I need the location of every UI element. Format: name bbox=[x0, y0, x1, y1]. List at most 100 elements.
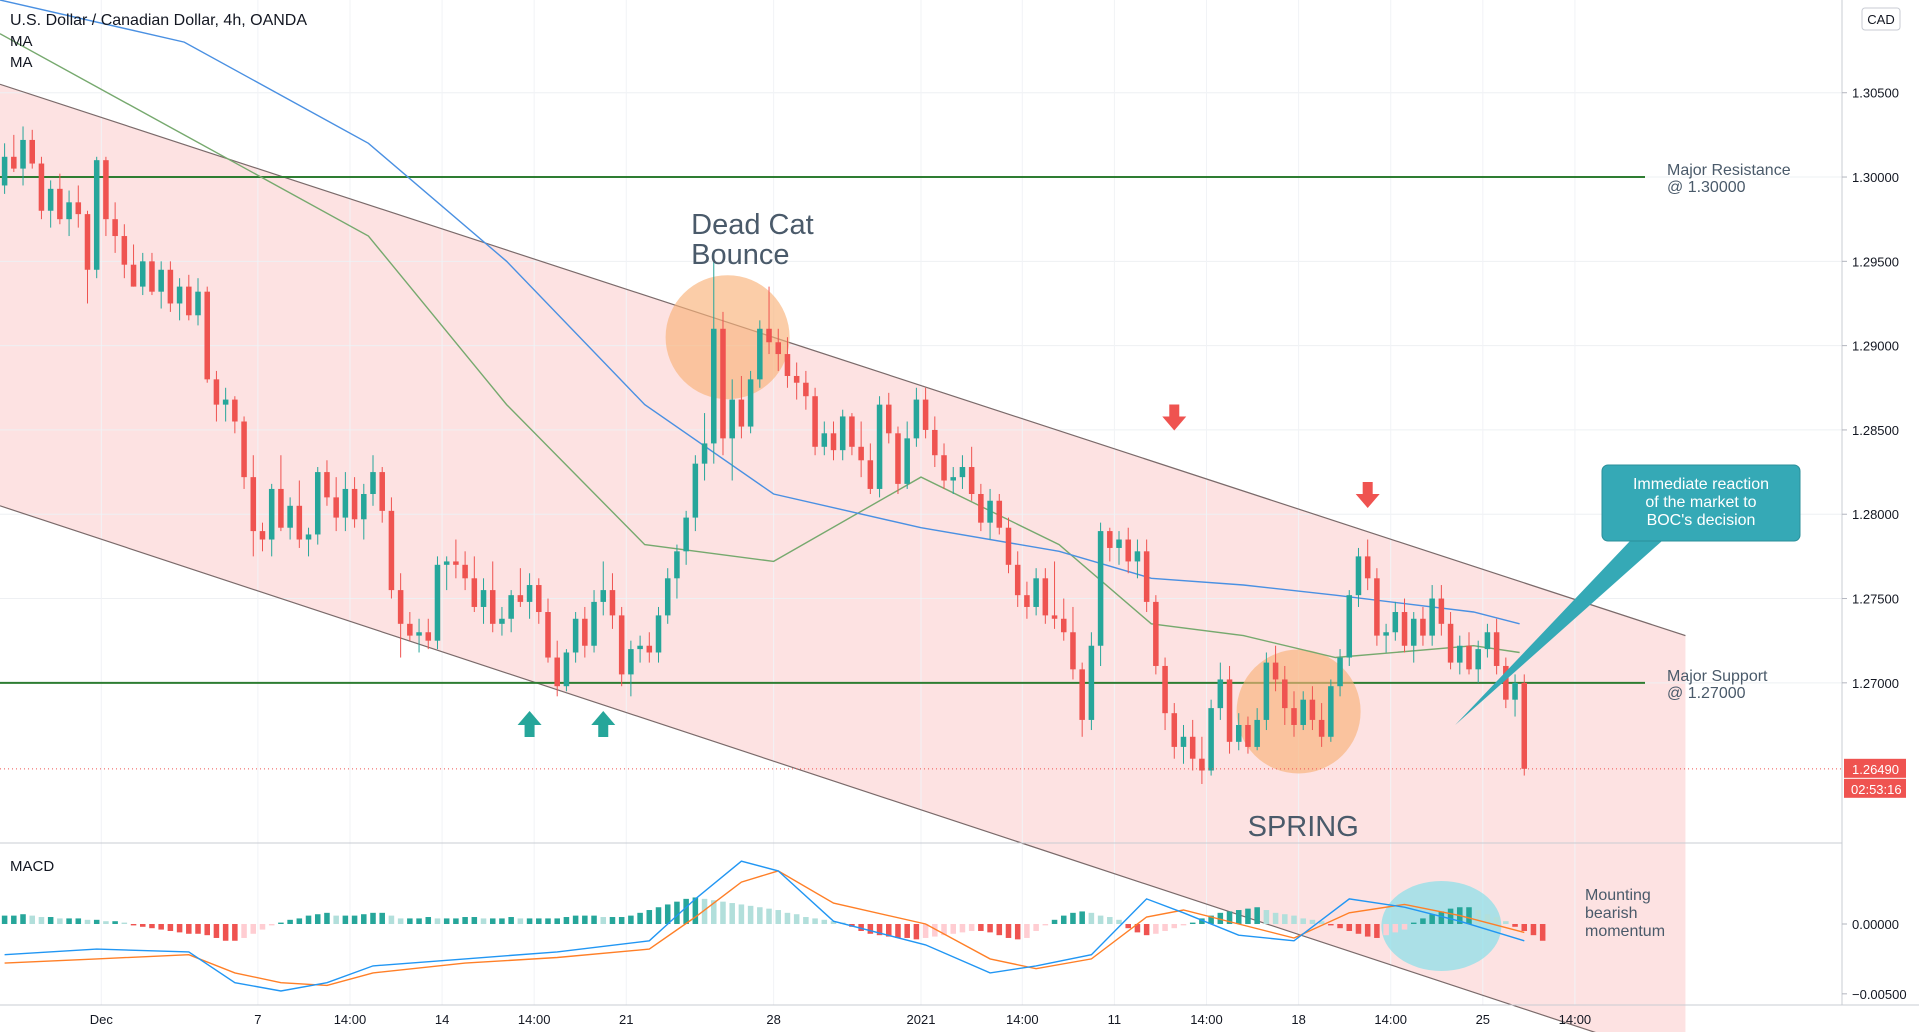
candle-body[interactable] bbox=[1374, 578, 1380, 636]
candle-body[interactable] bbox=[508, 595, 514, 619]
candle-body[interactable] bbox=[968, 467, 975, 494]
candle-body[interactable] bbox=[536, 585, 542, 613]
candle-body[interactable] bbox=[351, 488, 358, 520]
candle-body[interactable] bbox=[987, 500, 993, 523]
candle-body[interactable] bbox=[1014, 564, 1021, 596]
candle-body[interactable] bbox=[766, 328, 772, 343]
candle-body[interactable] bbox=[711, 328, 717, 444]
candle-body[interactable] bbox=[167, 269, 174, 304]
candle-body[interactable] bbox=[462, 564, 468, 579]
candle-body[interactable] bbox=[1420, 618, 1426, 636]
candle-body[interactable] bbox=[47, 188, 54, 211]
candle-body[interactable] bbox=[618, 615, 625, 675]
candle-body[interactable] bbox=[232, 399, 238, 422]
candle-body[interactable] bbox=[204, 291, 210, 380]
candle-body[interactable] bbox=[849, 416, 855, 447]
candle-body[interactable] bbox=[996, 500, 1003, 528]
candle-body[interactable] bbox=[784, 354, 791, 376]
candle-body[interactable] bbox=[20, 139, 26, 169]
candle-body[interactable] bbox=[664, 578, 671, 616]
candle-body[interactable] bbox=[425, 632, 432, 641]
candle-body[interactable] bbox=[1503, 665, 1509, 700]
candle-body[interactable] bbox=[1392, 612, 1399, 633]
candle-body[interactable] bbox=[1300, 699, 1306, 725]
candle-body[interactable] bbox=[1051, 615, 1058, 619]
candle-body[interactable] bbox=[130, 264, 137, 287]
candle-body[interactable] bbox=[1097, 531, 1104, 646]
candle-body[interactable] bbox=[1079, 669, 1085, 720]
candle-body[interactable] bbox=[213, 379, 220, 405]
candle-body[interactable] bbox=[1162, 665, 1168, 714]
candle-body[interactable] bbox=[1457, 645, 1463, 663]
candle-body[interactable] bbox=[296, 505, 303, 540]
moving-average-line[interactable] bbox=[0, 0, 1520, 625]
candle-body[interactable] bbox=[1171, 713, 1178, 747]
time-axis[interactable]: Dec 7 14:00 14 14:00 21 28 2021 14:00 11 14:00 18 14… bbox=[90, 1012, 1591, 1027]
candle-body[interactable] bbox=[195, 291, 201, 316]
candle-body[interactable] bbox=[1429, 598, 1435, 636]
candle-body[interactable] bbox=[545, 612, 551, 658]
candle-body[interactable] bbox=[950, 477, 956, 481]
candle-body[interactable] bbox=[655, 615, 662, 653]
candle-body[interactable] bbox=[75, 202, 82, 215]
candle-body[interactable] bbox=[1, 156, 8, 186]
candle-body[interactable] bbox=[66, 202, 72, 220]
currency-badge[interactable]: CAD bbox=[1861, 7, 1901, 31]
candle-body[interactable] bbox=[416, 632, 422, 636]
candle-body[interactable] bbox=[324, 472, 330, 498]
candle-body[interactable] bbox=[1042, 578, 1049, 616]
candle-body[interactable] bbox=[747, 379, 754, 427]
candle-body[interactable] bbox=[1364, 556, 1371, 579]
candle-body[interactable] bbox=[139, 261, 146, 287]
indicator-legend-ma-1[interactable]: MA bbox=[10, 33, 33, 50]
candle-body[interactable] bbox=[1125, 539, 1131, 562]
macd-line[interactable] bbox=[4, 860, 1525, 992]
candle-body[interactable] bbox=[692, 463, 699, 518]
candle-body[interactable] bbox=[858, 446, 864, 461]
candle-body[interactable] bbox=[471, 578, 478, 607]
candle-body[interactable] bbox=[932, 429, 938, 456]
main-price-pane[interactable] bbox=[0, 0, 1842, 1032]
candle-body[interactable] bbox=[434, 564, 441, 641]
macd-pane[interactable] bbox=[1, 860, 1546, 992]
candle-body[interactable] bbox=[1438, 598, 1445, 624]
candle-body[interactable] bbox=[674, 551, 680, 579]
candle-body[interactable] bbox=[241, 421, 247, 478]
candle-body[interactable] bbox=[112, 219, 118, 237]
candle-body[interactable] bbox=[867, 460, 874, 489]
candle-body[interactable] bbox=[1070, 632, 1076, 670]
candle-body[interactable] bbox=[222, 399, 229, 405]
candle-body[interactable] bbox=[1466, 645, 1472, 670]
candle-body[interactable] bbox=[821, 433, 828, 447]
candle-body[interactable] bbox=[379, 472, 385, 511]
candle-body[interactable] bbox=[93, 160, 100, 270]
candle-body[interactable] bbox=[1153, 601, 1159, 666]
candle-body[interactable] bbox=[278, 488, 284, 528]
candle-body[interactable] bbox=[1272, 662, 1279, 680]
candle-body[interactable] bbox=[959, 467, 966, 478]
candle-body[interactable] bbox=[637, 645, 643, 650]
candle-body[interactable] bbox=[1493, 632, 1500, 666]
channel-lower-line[interactable] bbox=[0, 505, 1685, 1032]
candle-body[interactable] bbox=[1217, 679, 1224, 709]
candle-body[interactable] bbox=[839, 416, 846, 451]
candle-body[interactable] bbox=[895, 433, 901, 484]
candle-body[interactable] bbox=[812, 396, 818, 447]
candle-body[interactable] bbox=[683, 517, 689, 552]
candle-body[interactable] bbox=[1512, 682, 1518, 700]
candle-body[interactable] bbox=[1309, 699, 1316, 720]
candle-body[interactable] bbox=[913, 399, 920, 439]
candle-body[interactable] bbox=[600, 590, 607, 602]
candle-body[interactable] bbox=[1060, 618, 1067, 633]
candle-body[interactable] bbox=[1282, 679, 1288, 709]
candle-body[interactable] bbox=[591, 601, 597, 646]
candle-body[interactable] bbox=[1475, 649, 1481, 670]
candle-body[interactable] bbox=[628, 649, 634, 675]
candle-body[interactable] bbox=[1005, 527, 1012, 565]
candle-body[interactable] bbox=[388, 510, 395, 591]
candle-body[interactable] bbox=[268, 488, 275, 540]
candle-body[interactable] bbox=[1024, 595, 1030, 607]
candle-body[interactable] bbox=[1521, 682, 1528, 769]
macd-signal-line[interactable] bbox=[4, 870, 1525, 987]
candle-body[interactable] bbox=[250, 477, 257, 532]
